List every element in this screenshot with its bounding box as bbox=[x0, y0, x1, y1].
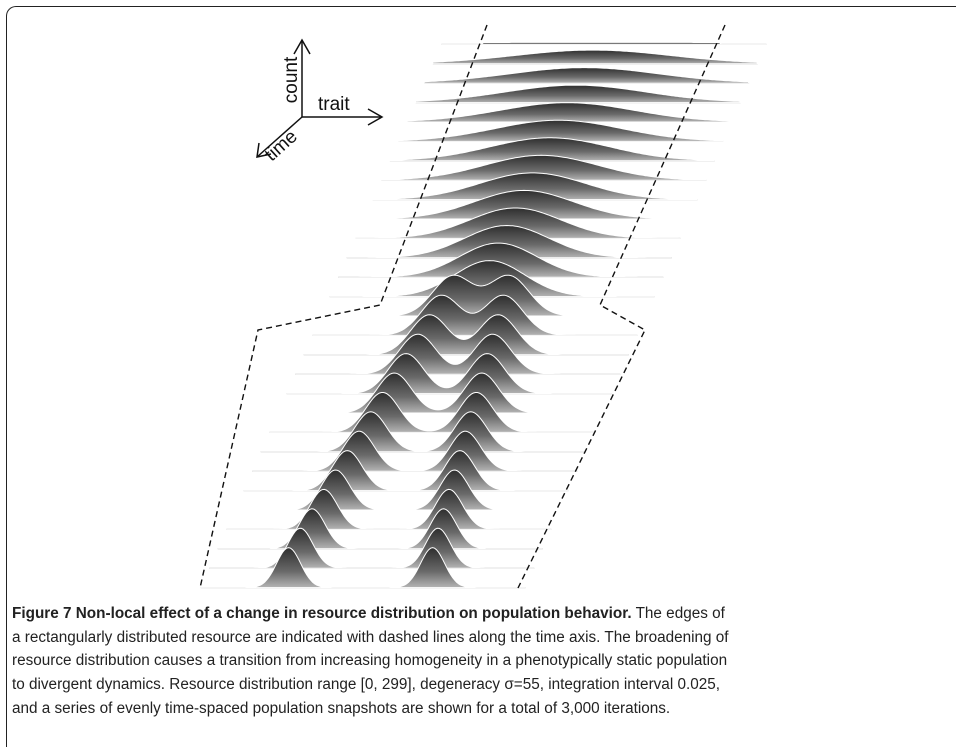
distribution bbox=[415, 84, 742, 104]
resource-edge-left bbox=[199, 24, 488, 589]
distribution bbox=[329, 260, 655, 298]
distribution bbox=[269, 392, 595, 433]
ridgeline-figure: count trait time bbox=[199, 24, 775, 589]
figure-caption: Figure 7 Non-local effect of a change in… bbox=[12, 602, 952, 721]
distribution bbox=[312, 294, 638, 336]
distribution bbox=[321, 274, 646, 317]
caption-line: a rectangularly distributed resource are… bbox=[12, 628, 729, 646]
distribution bbox=[278, 372, 603, 414]
axis-glyph bbox=[256, 38, 384, 158]
axis-label-time: time bbox=[261, 126, 302, 166]
caption-title: Figure 7 Non-local effect of a change in… bbox=[12, 605, 632, 622]
caption-line: and a series of evenly time-spaced popul… bbox=[12, 699, 671, 717]
distribution bbox=[346, 224, 672, 259]
distribution bbox=[303, 314, 629, 356]
figure-frame bbox=[6, 6, 956, 747]
caption-text: The edges of bbox=[635, 605, 725, 622]
axis-label-count: count bbox=[281, 56, 302, 103]
distribution bbox=[354, 207, 681, 239]
distribution bbox=[260, 411, 586, 453]
distribution bbox=[389, 137, 716, 162]
distribution bbox=[380, 154, 707, 181]
distribution bbox=[441, 41, 767, 45]
distribution bbox=[295, 333, 621, 375]
caption-line: Figure 7 Non-local effect of a change in… bbox=[12, 602, 952, 626]
distribution bbox=[252, 430, 578, 472]
distribution bbox=[200, 547, 526, 589]
distribution bbox=[423, 67, 751, 84]
distribution bbox=[363, 189, 690, 220]
distribution bbox=[397, 119, 725, 142]
distribution bbox=[338, 242, 664, 278]
distribution bbox=[406, 102, 734, 123]
distribution-rows bbox=[200, 24, 775, 589]
resource-edge-right bbox=[517, 24, 726, 589]
distribution bbox=[286, 353, 612, 395]
caption-line: to divergent dynamics. Resource distribu… bbox=[12, 676, 720, 694]
distribution bbox=[372, 172, 698, 201]
distribution bbox=[432, 49, 759, 65]
axis-label-trait: trait bbox=[318, 94, 350, 115]
caption-line: resource distribution causes a transitio… bbox=[12, 652, 728, 670]
